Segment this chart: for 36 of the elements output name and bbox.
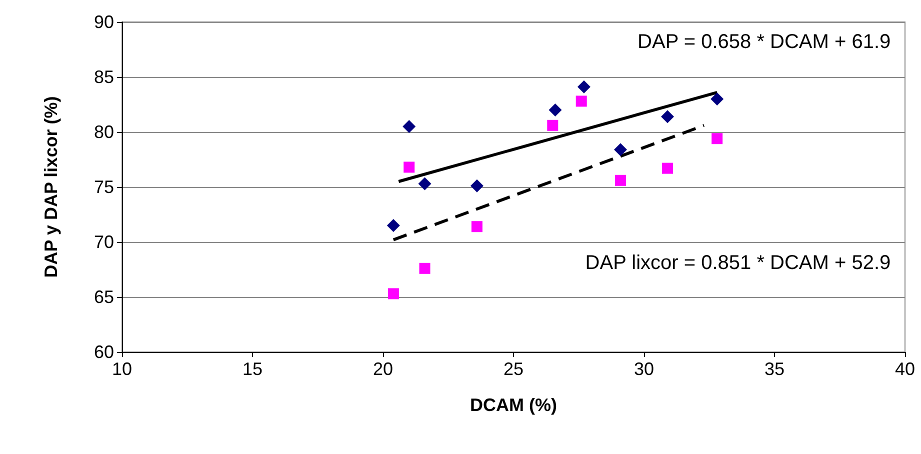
- point: [615, 174, 626, 186]
- point: [404, 162, 415, 173]
- x-tick-label: 40: [894, 359, 916, 379]
- point: [419, 262, 430, 274]
- point: [386, 219, 400, 232]
- x-tick-label: 25: [503, 359, 524, 379]
- y-tick-label: 75: [94, 177, 114, 197]
- annotation: DAP = 0.658 * DCAM + 61.9: [638, 31, 891, 53]
- point: [712, 133, 723, 144]
- y-axis-title: DAP y DAP lixcor (%): [41, 96, 61, 278]
- y-tick-label: 60: [94, 342, 114, 362]
- point: [548, 104, 562, 116]
- y-tick-label: 90: [94, 12, 114, 32]
- y-tick-label: 80: [94, 122, 114, 142]
- x-tick-label: 20: [372, 359, 394, 379]
- point: [660, 110, 674, 124]
- x-tick-label: 15: [242, 359, 263, 379]
- y-tick-label: 65: [94, 287, 114, 307]
- point: [614, 143, 628, 156]
- point: [547, 120, 558, 131]
- point: [418, 177, 432, 190]
- point: [471, 221, 482, 232]
- x-tick-label: 30: [634, 359, 654, 379]
- point: [576, 96, 587, 107]
- x-axis-title: DCAM (%): [470, 395, 557, 415]
- point: [402, 120, 416, 133]
- point: [662, 162, 673, 174]
- point: [577, 80, 590, 94]
- y-tick-label: 85: [94, 67, 114, 87]
- point: [470, 179, 484, 192]
- x-tick-label: 35: [764, 359, 785, 379]
- annotation: DAP lixcor = 0.851 * DCAM + 52.9: [585, 252, 891, 274]
- point: [388, 288, 399, 300]
- y-tick-label: 70: [94, 232, 114, 252]
- x-tick-label: 10: [112, 359, 132, 379]
- point: [710, 92, 724, 106]
